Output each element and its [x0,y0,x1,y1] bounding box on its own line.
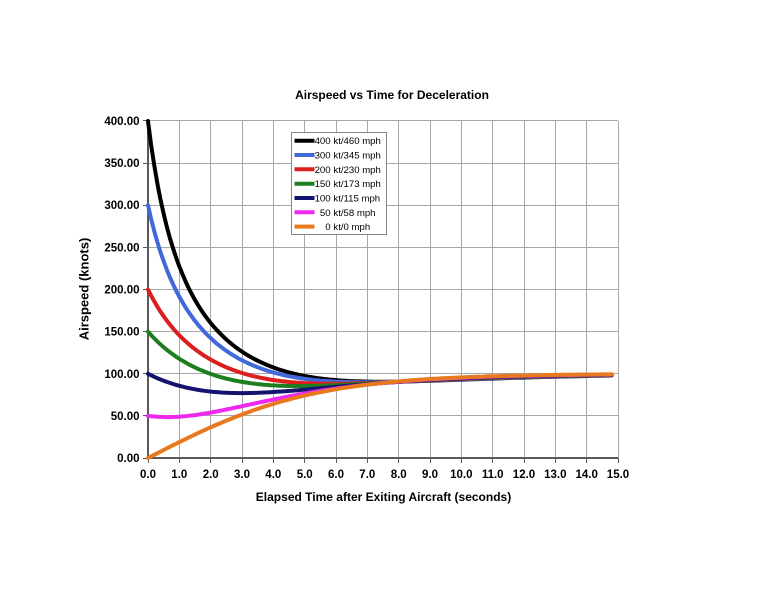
svg-text:9.0: 9.0 [422,469,438,481]
svg-text:250.00: 250.00 [104,242,139,254]
svg-text:13.0: 13.0 [544,469,566,481]
svg-text:kt/0 mph: kt/0 mph [333,222,370,233]
svg-text:Airspeed vs Time for Decelerat: Airspeed vs Time for Deceleration [295,88,489,102]
svg-text:200.00: 200.00 [104,285,139,297]
svg-text:15.0: 15.0 [607,469,629,481]
svg-text:2.0: 2.0 [203,469,219,481]
svg-text:50: 50 [320,208,331,219]
svg-text:kt/58 mph: kt/58 mph [333,208,375,219]
svg-text:3.0: 3.0 [234,469,250,481]
svg-text:0: 0 [325,222,330,233]
svg-text:kt/345 mph: kt/345 mph [333,151,380,162]
svg-text:0.0: 0.0 [140,469,156,481]
svg-text:7.0: 7.0 [359,469,375,481]
svg-text:kt/173 mph: kt/173 mph [333,179,380,190]
svg-text:kt/460 mph: kt/460 mph [333,136,380,147]
svg-text:200: 200 [315,165,331,176]
svg-text:5.0: 5.0 [297,469,313,481]
svg-text:50.00: 50.00 [111,411,140,423]
svg-text:400.00: 400.00 [104,116,139,128]
svg-text:8.0: 8.0 [391,469,407,481]
svg-text:10.0: 10.0 [450,469,472,481]
svg-text:Airspeed (knots): Airspeed (knots) [77,238,92,341]
svg-text:6.0: 6.0 [328,469,344,481]
svg-text:300: 300 [315,151,331,162]
svg-text:4.0: 4.0 [265,469,281,481]
svg-text:300.00: 300.00 [104,200,139,212]
svg-text:14.0: 14.0 [576,469,598,481]
svg-text:kt/115 mph: kt/115 mph [333,194,380,205]
svg-text:12.0: 12.0 [513,469,535,481]
svg-text:350.00: 350.00 [104,158,139,170]
svg-text:11.0: 11.0 [482,469,504,481]
svg-text:1.0: 1.0 [171,469,187,481]
svg-text:150.00: 150.00 [104,327,139,339]
svg-text:150: 150 [315,179,331,190]
svg-text:kt/230 mph: kt/230 mph [333,165,380,176]
svg-text:Elapsed Time after Exiting Air: Elapsed Time after Exiting Aircraft (sec… [256,490,511,504]
svg-text:0.00: 0.00 [117,453,139,465]
svg-text:100: 100 [315,194,331,205]
svg-text:400: 400 [315,136,331,147]
svg-text:100.00: 100.00 [104,369,139,381]
